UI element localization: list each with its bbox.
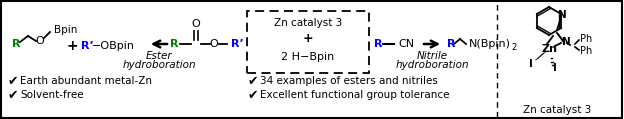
Text: R: R bbox=[12, 39, 20, 49]
Text: Nitrile: Nitrile bbox=[416, 51, 447, 61]
Text: Zn: Zn bbox=[541, 44, 557, 54]
Text: +: + bbox=[66, 39, 78, 53]
Text: N: N bbox=[558, 10, 567, 20]
Text: N: N bbox=[562, 37, 570, 47]
Text: Solvent-free: Solvent-free bbox=[20, 90, 84, 100]
Text: Excellent functional group tolerance: Excellent functional group tolerance bbox=[260, 90, 449, 100]
Text: ✔: ✔ bbox=[8, 89, 19, 102]
Text: hydroboration: hydroboration bbox=[122, 60, 196, 70]
Text: O: O bbox=[210, 39, 218, 49]
Text: CN: CN bbox=[398, 39, 414, 49]
Text: 2 H−Bpin: 2 H−Bpin bbox=[281, 52, 334, 62]
Text: R’: R’ bbox=[231, 39, 244, 49]
Text: Ph: Ph bbox=[580, 46, 592, 56]
Text: R: R bbox=[170, 39, 178, 49]
Text: ✔: ✔ bbox=[8, 74, 19, 87]
Text: 2: 2 bbox=[511, 44, 516, 52]
Text: R: R bbox=[374, 39, 383, 49]
Text: Ph: Ph bbox=[580, 34, 592, 44]
Text: R’: R’ bbox=[81, 41, 94, 51]
Text: I: I bbox=[529, 59, 533, 69]
Text: Ester: Ester bbox=[145, 51, 172, 61]
Text: Earth abundant metal-Zn: Earth abundant metal-Zn bbox=[20, 76, 152, 86]
Text: 34 examples of esters and nitriles: 34 examples of esters and nitriles bbox=[260, 76, 438, 86]
Bar bbox=[247, 11, 369, 73]
Text: O: O bbox=[192, 19, 200, 29]
Text: Zn catalyst 3: Zn catalyst 3 bbox=[274, 18, 342, 28]
Text: ✔: ✔ bbox=[248, 89, 258, 102]
Text: R: R bbox=[447, 39, 456, 49]
Text: −OBpin: −OBpin bbox=[92, 41, 135, 51]
Text: Bpin: Bpin bbox=[54, 25, 77, 35]
Text: hydroboration: hydroboration bbox=[395, 60, 469, 70]
Text: +: + bbox=[303, 32, 313, 45]
Text: ✔: ✔ bbox=[248, 74, 258, 87]
Polygon shape bbox=[534, 51, 547, 61]
Text: N(Bpin): N(Bpin) bbox=[469, 39, 511, 49]
Text: O: O bbox=[36, 36, 44, 46]
Text: I: I bbox=[553, 63, 557, 73]
Text: Zn catalyst 3: Zn catalyst 3 bbox=[523, 105, 591, 115]
